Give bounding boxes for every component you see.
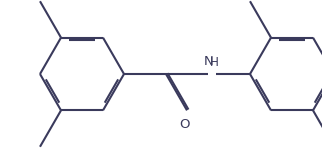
Text: O: O <box>180 118 190 131</box>
Text: H: H <box>210 56 219 69</box>
Text: N: N <box>204 55 214 68</box>
